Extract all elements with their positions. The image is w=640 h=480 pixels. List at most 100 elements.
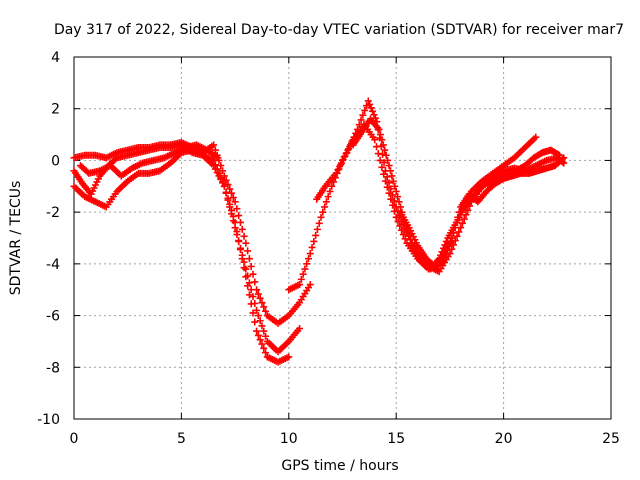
data-point [262, 307, 270, 315]
data-point [387, 185, 395, 193]
y-tick-label: -8 [46, 360, 60, 376]
series-sat-track-8 [349, 115, 563, 273]
data-point [262, 349, 270, 357]
data-point [310, 237, 318, 245]
data-point [442, 237, 450, 245]
data-point [258, 340, 266, 348]
x-axis-label: GPS time / hours [281, 458, 398, 474]
data-point [378, 163, 386, 171]
series-sat-track-7 [396, 154, 568, 270]
data-point [244, 282, 252, 290]
data-point [369, 107, 377, 115]
y-tick-label: -2 [46, 205, 60, 221]
data-point [398, 226, 406, 234]
y-tick-label: -10 [37, 412, 60, 428]
data-point [381, 146, 389, 154]
data-point [321, 203, 329, 211]
data-point [392, 187, 400, 195]
data-point [357, 116, 365, 124]
data-point [238, 225, 246, 233]
x-tick-label: 20 [495, 431, 513, 447]
data-point [231, 218, 239, 226]
data-point [254, 331, 262, 339]
data-point [398, 208, 406, 216]
data-point [404, 227, 412, 235]
data-point [389, 191, 397, 199]
data-point [253, 327, 261, 335]
data-point [555, 151, 563, 159]
data-point [219, 167, 227, 175]
data-point [226, 185, 234, 193]
data-point [390, 197, 398, 205]
data-point [245, 255, 253, 263]
data-point [247, 262, 255, 270]
data-point [455, 228, 463, 236]
data-point [394, 218, 402, 226]
data-point [389, 177, 397, 185]
data-point [385, 189, 393, 197]
data-point [249, 293, 257, 301]
data-point [312, 231, 320, 239]
data-point [249, 270, 257, 278]
data-point [361, 106, 369, 114]
axis-ticks: 0 5 10 15 20 25 -10 -8 -6 -4 -2 0 2 4 [37, 50, 620, 447]
y-axis-label: SDTVAR / TECUs [8, 181, 24, 296]
data-point [442, 250, 450, 258]
data-point [244, 247, 252, 255]
data-point [254, 312, 262, 320]
data-point [386, 167, 394, 175]
data-point [254, 290, 262, 298]
data-point [385, 179, 393, 187]
data-point [308, 243, 316, 251]
data-point [364, 97, 372, 105]
grid [74, 57, 611, 419]
data-point [251, 278, 259, 286]
data-point [367, 104, 375, 112]
data-point [296, 325, 304, 332]
data-point [326, 187, 334, 195]
data-point [258, 299, 266, 307]
data-point [235, 237, 243, 245]
data-point [233, 228, 241, 236]
data-point [224, 194, 232, 202]
series-sat-track-4 [76, 141, 222, 180]
data-point [236, 246, 244, 254]
data-point [408, 240, 416, 248]
data-point [359, 111, 367, 119]
data-point [299, 270, 307, 278]
data-point [439, 257, 447, 265]
data-point [249, 309, 257, 317]
data-point [303, 260, 311, 268]
data-point [306, 281, 314, 289]
data-point [375, 125, 383, 133]
data-point [444, 246, 452, 254]
data-point [317, 213, 325, 221]
data-point [229, 212, 237, 220]
x-tick-label: 25 [602, 431, 620, 447]
data-point [399, 213, 407, 221]
data-point [438, 248, 446, 256]
data-point [262, 332, 270, 340]
data-point [253, 306, 261, 314]
data-point [247, 300, 255, 308]
data-point [240, 264, 248, 272]
data-point [217, 162, 225, 170]
data-point [306, 250, 314, 258]
data-point [383, 173, 391, 181]
data-point [211, 146, 219, 154]
data-point [381, 177, 389, 185]
data-point [322, 198, 330, 206]
data-point [371, 114, 379, 122]
data-point [445, 242, 453, 250]
data-point [229, 193, 237, 201]
data-point [389, 201, 397, 209]
data-point [220, 182, 228, 190]
data-point [296, 281, 304, 289]
data-point [374, 150, 382, 158]
data-point [383, 183, 391, 191]
data-point [439, 244, 447, 252]
data-point [385, 162, 393, 170]
data-point [453, 232, 461, 240]
x-tick-label: 10 [280, 431, 298, 447]
